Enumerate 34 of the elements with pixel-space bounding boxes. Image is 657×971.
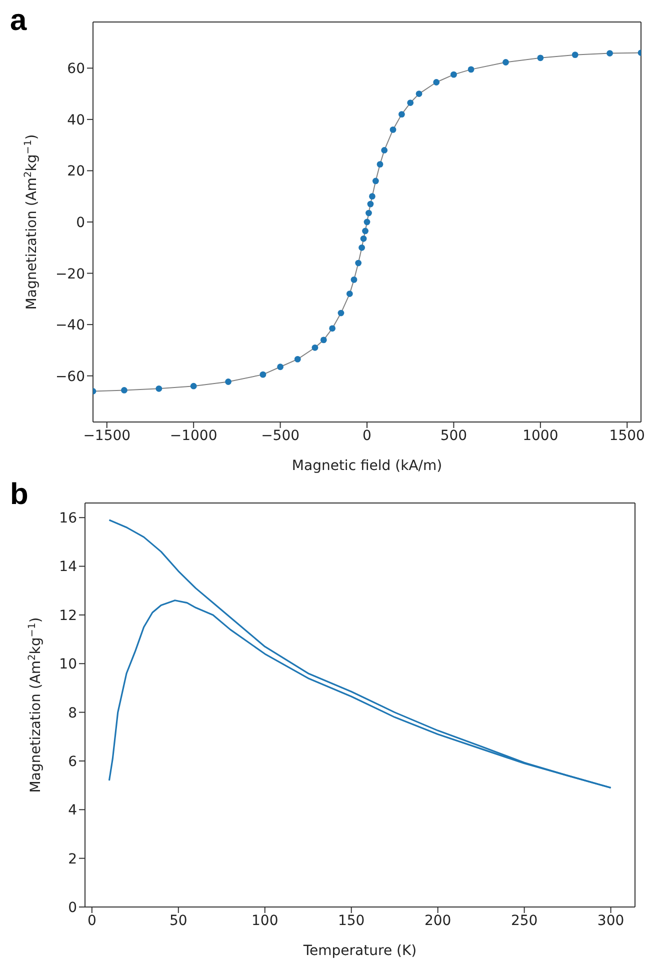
y-tick-label: −20 [55,266,85,282]
y-tick-label: 10 [59,656,77,673]
y-tick-label: −60 [55,368,85,385]
x-tick-label: 0 [87,912,96,929]
x-tick-label: 0 [362,428,372,444]
x-tick-label: 300 [597,912,624,929]
y-tick-label: 8 [68,705,77,722]
x-tick-label: −500 [261,428,300,444]
y-tick-label: 4 [68,802,78,819]
y-tick-label: 40 [67,112,85,128]
chart-title: a [10,4,27,38]
x-tick-label: 1000 [522,428,558,444]
x-tick-label: 500 [440,428,468,444]
x-axis-title: Magnetic field (kA/m) [292,458,442,474]
x-tick-label: 250 [510,912,538,929]
y-tick-label: 16 [59,510,78,527]
x-tick-label: 200 [424,912,452,929]
y-tick-label: 12 [59,608,77,624]
y-tick-label: 2 [68,851,77,868]
x-tick-label: 1500 [609,428,645,444]
y-tick-label: 0 [68,900,77,916]
y-tick-label: 60 [67,61,85,78]
y-tick-label: 20 [67,164,85,180]
x-tick-label: −1500 [83,428,131,444]
y-tick-label: −40 [55,318,85,334]
x-tick-label: −1000 [170,428,218,444]
y-tick-label: 0 [76,214,85,231]
x-tick-label: 150 [338,912,365,929]
x-axis-title: Temperature (K) [302,943,417,959]
y-tick-label: 14 [59,559,78,576]
x-tick-label: 50 [169,912,188,929]
y-tick-label: 6 [68,754,78,770]
chart-title: b [10,478,28,512]
x-tick-label: 100 [252,912,278,929]
